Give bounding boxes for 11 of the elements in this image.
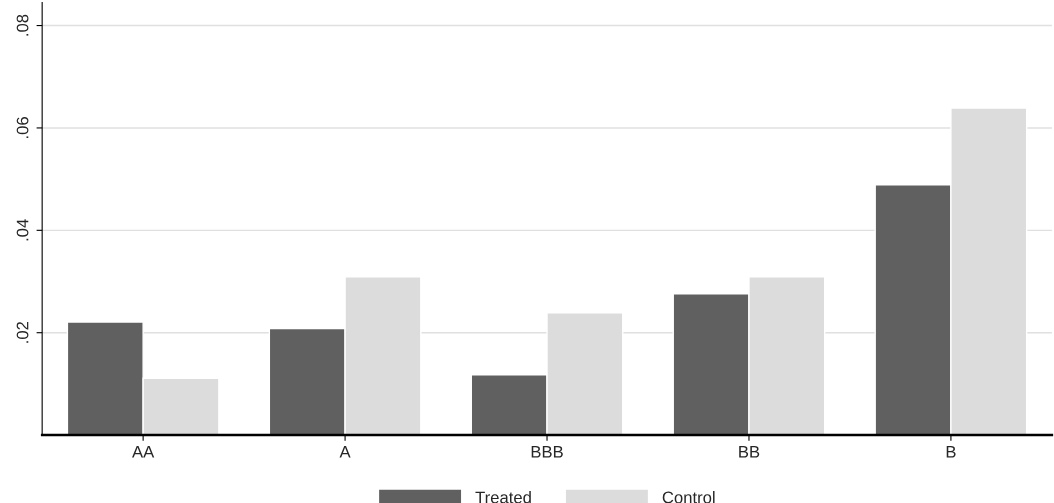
- y-tick-label: .02: [16, 321, 29, 343]
- x-tick-label: BB: [739, 446, 760, 458]
- y-tick-label: .04: [16, 219, 29, 241]
- x-tick-label: A: [339, 446, 351, 458]
- x-tick-label: BBB: [531, 446, 563, 458]
- x-tick-label: AA: [132, 446, 155, 458]
- y-tick-label: .08: [16, 14, 29, 36]
- x-tick-label: B: [946, 446, 956, 458]
- legend-label: Treated: [475, 491, 531, 503]
- y-tick-label: .06: [16, 117, 29, 138]
- legend-label: Control: [662, 491, 715, 503]
